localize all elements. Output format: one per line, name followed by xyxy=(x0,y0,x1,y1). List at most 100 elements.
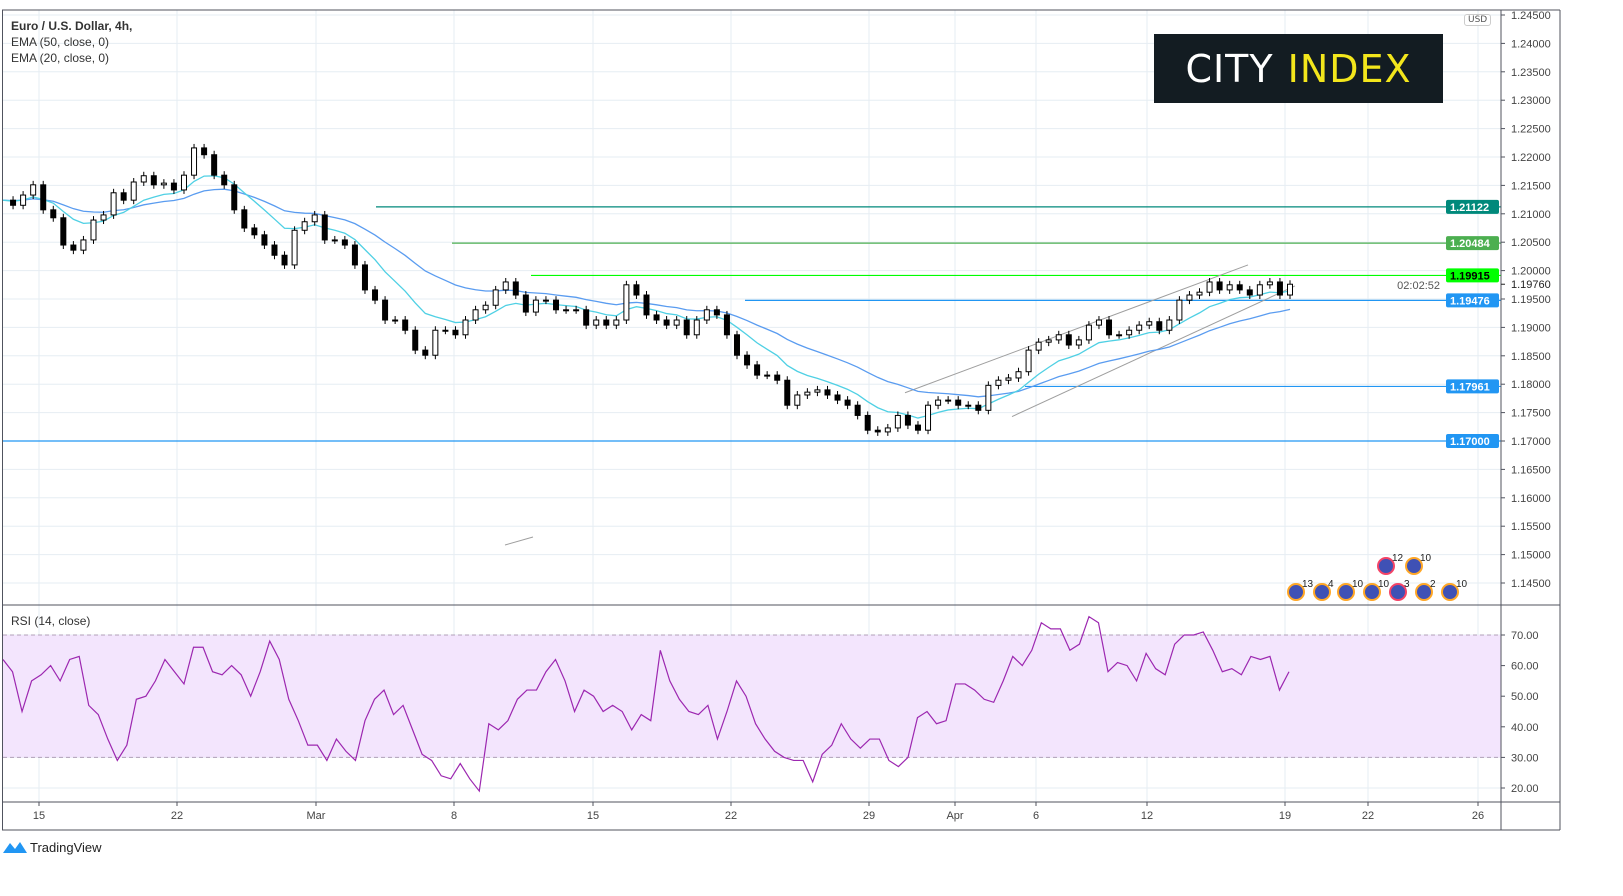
candle-bullish xyxy=(90,219,97,241)
candle-bearish xyxy=(412,329,419,351)
logo-text-index: INDEX xyxy=(1287,46,1412,91)
candle-bearish xyxy=(120,192,127,201)
rsi-tick-label: 60.00 xyxy=(1511,661,1539,673)
candle-bullish xyxy=(1116,334,1123,337)
time-tick-label: Apr xyxy=(946,810,963,822)
candle-bullish xyxy=(894,414,901,429)
price-tick-label: 1.17500 xyxy=(1511,408,1551,420)
level-price-badge xyxy=(1446,199,1499,214)
price-tick-label: 1.22000 xyxy=(1511,152,1551,164)
candle-bearish xyxy=(361,264,368,291)
candle-bearish xyxy=(1276,281,1283,296)
tradingview-brand: TradingView xyxy=(30,839,102,855)
event-flag-icon xyxy=(1389,583,1407,601)
candle-bullish xyxy=(432,329,439,356)
rsi-legend[interactable]: RSI (14, close) xyxy=(11,614,91,628)
candle-bullish xyxy=(764,374,771,377)
candle-bearish xyxy=(261,234,268,246)
rsi-tick-label: 20.00 xyxy=(1511,783,1539,795)
candle-bearish xyxy=(452,329,459,336)
candle-bullish xyxy=(80,239,87,251)
event-count: 12 xyxy=(1392,553,1404,564)
candle-bearish xyxy=(241,209,248,229)
candle-bullish xyxy=(291,229,298,266)
event-flag-icon xyxy=(1313,583,1331,601)
candle-bearish xyxy=(955,399,962,406)
candle-bullish xyxy=(573,309,580,312)
rsi-axis[interactable]: 70.00 60.00 50.00 40.00 30.00 20.00 xyxy=(1501,630,1539,795)
candle-bullish xyxy=(140,175,147,183)
ema50-legend[interactable]: EMA (50, close, 0) xyxy=(11,35,110,49)
candle-bullish xyxy=(1025,349,1032,373)
level-price-label: 1.20484 xyxy=(1450,238,1491,250)
candle-bearish xyxy=(653,314,660,321)
candle-bullish xyxy=(935,399,942,406)
time-tick-label: 8 xyxy=(451,810,457,822)
candle-bearish xyxy=(70,244,77,251)
channel-lower-line xyxy=(1011,285,1296,418)
price-tick-label: 1.20000 xyxy=(1511,266,1551,278)
candle-bullish xyxy=(1045,339,1052,343)
price-tick-label: 1.18500 xyxy=(1511,351,1551,363)
ema20-legend[interactable]: EMA (20, close, 0) xyxy=(11,51,110,65)
economic-events[interactable]: 13 4 10 10 3 2 10 12 10 xyxy=(1287,553,1468,601)
candle-bearish xyxy=(50,209,57,219)
event-count: 2 xyxy=(1430,579,1436,590)
candle-bullish xyxy=(1126,329,1133,336)
candle-bullish xyxy=(1287,283,1293,296)
trendlines[interactable] xyxy=(504,264,1296,546)
currency-badge[interactable]: USD xyxy=(1464,14,1492,26)
event-flag-icon xyxy=(1441,583,1459,601)
symbol-title: Euro / U.S. Dollar, 4h, xyxy=(11,19,133,33)
candle-bullish xyxy=(100,214,107,221)
level-price-label: 1.21122 xyxy=(1450,202,1489,214)
price-tick-label: 1.24500 xyxy=(1511,10,1551,22)
rsi-tick-label: 40.00 xyxy=(1511,722,1539,734)
candle-bullish xyxy=(191,147,198,176)
price-tick-label: 1.16000 xyxy=(1511,493,1551,505)
event-count: 4 xyxy=(1328,579,1334,590)
candle-bullish xyxy=(693,319,700,336)
candle-bullish xyxy=(804,391,811,396)
candle-bearish xyxy=(60,217,67,246)
candle-bullish xyxy=(110,192,117,216)
rsi-tick-label: 70.00 xyxy=(1511,630,1539,642)
candle-bearish xyxy=(733,334,740,356)
candle-bearish xyxy=(553,299,560,311)
time-tick-label: Mar xyxy=(307,810,326,822)
level-price-label: 1.17000 xyxy=(1450,436,1490,448)
candle-bullish xyxy=(1206,281,1213,293)
candle-bearish xyxy=(251,227,258,236)
level-price-badge xyxy=(1446,434,1499,448)
candle-bullish xyxy=(884,427,891,433)
price-tick-label: 1.23500 xyxy=(1511,67,1551,79)
level-price-badge xyxy=(1446,379,1499,394)
rsi-band-fill xyxy=(3,635,1501,758)
tradingview-footer[interactable]: TradingView xyxy=(2,838,102,856)
candle-bearish xyxy=(723,314,730,336)
price-tick-label: 1.15500 xyxy=(1511,521,1551,533)
candle-bullish xyxy=(1196,291,1203,296)
candle-bearish xyxy=(351,244,358,266)
time-tick-label: 15 xyxy=(587,810,599,822)
price-axis[interactable]: 1.24500 1.24000 1.23500 1.23000 1.22500 1.220… xyxy=(1397,10,1551,590)
candle-bearish xyxy=(713,309,720,316)
bar-countdown: 02:02:52 xyxy=(1397,280,1440,292)
candle-bullish xyxy=(20,194,27,206)
price-tick-label: 1.20500 xyxy=(1511,237,1551,249)
candle-bullish xyxy=(1095,319,1102,326)
price-tick-label: 1.16500 xyxy=(1511,464,1551,476)
time-axis[interactable]: 15 22 Mar 8 15 22 29 Apr 6 12 19 22 26 xyxy=(33,802,1484,822)
price-tick-label: 1.21000 xyxy=(1511,209,1551,221)
last-price-label: 1.19760 xyxy=(1511,279,1551,291)
candle-bullish xyxy=(1266,281,1273,286)
candle-bearish xyxy=(402,319,409,331)
time-tick-label: 22 xyxy=(725,810,737,822)
channel-upper-line xyxy=(904,264,1249,394)
candle-bullish xyxy=(794,394,801,406)
candle-bullish xyxy=(492,289,499,306)
candle-bearish xyxy=(824,389,831,396)
horizontal-levels[interactable] xyxy=(3,206,1501,442)
candle-bearish xyxy=(10,199,17,206)
